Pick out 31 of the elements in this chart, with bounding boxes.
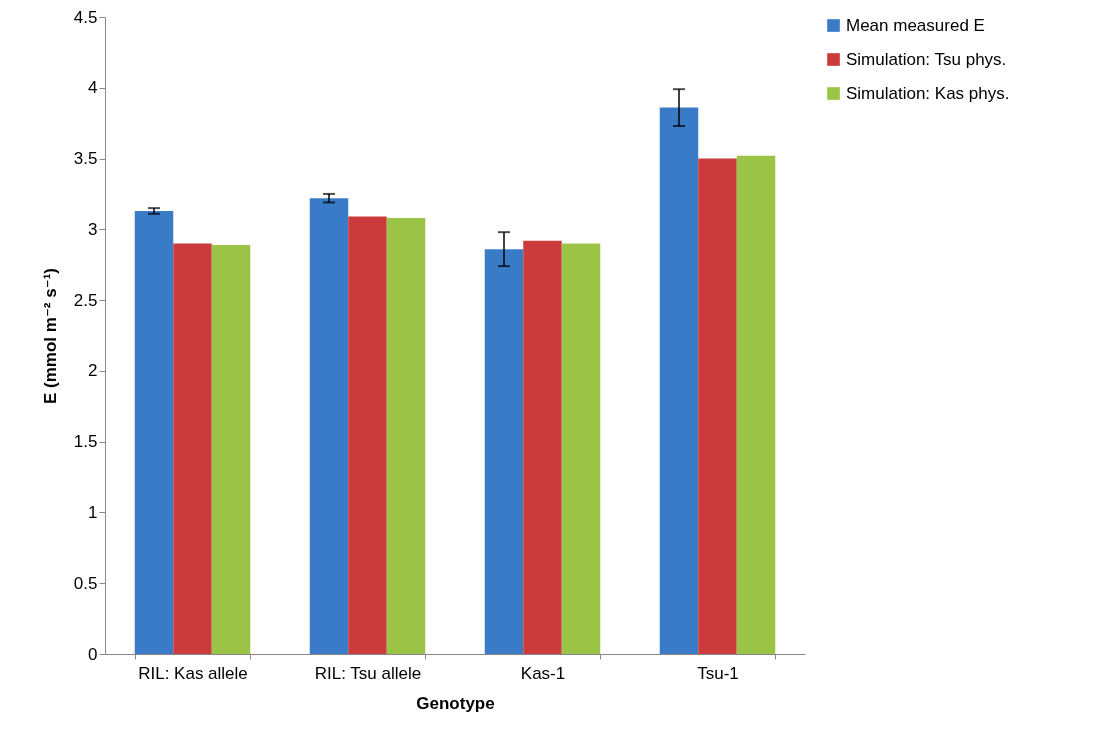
y-tick-label: 4.5 xyxy=(73,7,98,27)
bar xyxy=(659,107,699,654)
y-tick-label: 2 xyxy=(88,361,98,381)
x-tick-label: RIL: Tsu allele xyxy=(314,663,422,683)
bar xyxy=(736,155,776,654)
y-tick-label: 1.5 xyxy=(73,432,98,452)
legend-label: Mean measured E xyxy=(846,15,985,35)
y-tick-label: 1 xyxy=(88,502,98,522)
bar xyxy=(348,216,387,654)
y-tick-label: 3 xyxy=(88,219,98,239)
y-tick-label: 3.5 xyxy=(73,149,98,169)
bar xyxy=(134,210,174,654)
bar xyxy=(523,240,562,654)
bar xyxy=(309,198,349,654)
legend-label: Simulation: Kas phys. xyxy=(846,83,1010,103)
x-axis-title: Genotype xyxy=(416,693,495,713)
x-tick-label: Kas-1 xyxy=(520,663,566,683)
y-tick-label: 0 xyxy=(88,644,98,664)
y-tick-label: 2.5 xyxy=(73,290,98,310)
x-tick-label: RIL: Kas allele xyxy=(138,663,248,683)
bar xyxy=(386,218,426,654)
bar xyxy=(173,243,212,654)
y-axis-title: E (mmol m⁻² s⁻¹) xyxy=(40,267,60,405)
x-tick-label: Tsu-1 xyxy=(697,663,739,683)
legend-label: Simulation: Tsu phys. xyxy=(846,49,1007,69)
y-tick-label: 0.5 xyxy=(73,573,98,593)
bar xyxy=(484,249,524,654)
bar xyxy=(561,243,601,654)
bar xyxy=(698,158,737,654)
y-tick-label: 4 xyxy=(88,78,98,98)
bar xyxy=(211,244,251,654)
